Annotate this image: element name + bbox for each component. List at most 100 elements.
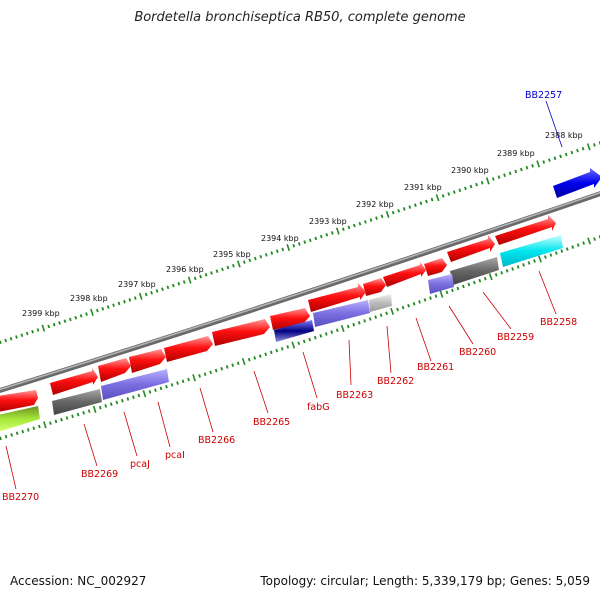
scale-label: 2389 kbp <box>497 149 535 158</box>
scale-tick <box>90 308 94 316</box>
scale-tick <box>63 319 67 323</box>
gene-bb2269-reverse[interactable] <box>52 389 102 415</box>
scale-tick <box>423 298 427 302</box>
scale-tick <box>375 216 378 220</box>
scale-tick <box>308 337 312 342</box>
scale-tick <box>303 240 307 244</box>
scale-tick <box>441 194 445 198</box>
gene-label[interactable]: BB2263 <box>336 390 373 401</box>
scale-tick <box>560 249 564 253</box>
scale-label: 2393 kbp <box>309 217 347 226</box>
scale-tick <box>464 186 467 191</box>
scale-tick <box>232 263 235 268</box>
gene-bb2263-reverse[interactable] <box>313 300 370 327</box>
scale-tick <box>369 218 373 222</box>
gene-label[interactable]: pcaI <box>165 450 185 461</box>
scale-tick <box>32 426 36 431</box>
gene-pcai-reverse[interactable] <box>101 369 169 400</box>
scale-tick <box>41 324 46 332</box>
gene-bb2270-forward[interactable] <box>0 390 38 412</box>
gene-forward[interactable] <box>363 278 386 296</box>
scale-tick <box>447 192 451 196</box>
scale-tick <box>242 260 246 264</box>
gene-forward[interactable] <box>50 368 98 395</box>
scale-tick <box>104 404 108 408</box>
scale-tick <box>43 421 47 429</box>
gene-forward[interactable] <box>383 262 426 287</box>
gene-label[interactable]: BB2261 <box>417 362 454 373</box>
gene-label[interactable]: BB2269 <box>81 469 118 480</box>
gene-bb2260-reverse[interactable] <box>428 274 454 294</box>
scale-tick <box>385 210 390 219</box>
scale-tick <box>38 424 41 429</box>
gene-forward[interactable] <box>129 349 166 373</box>
gene-forward[interactable] <box>308 283 366 312</box>
scale-tick <box>340 324 345 332</box>
gene-label[interactable]: BB2270 <box>2 492 39 503</box>
scale-tick <box>358 221 362 226</box>
gene-bb2258-forward[interactable] <box>495 215 556 245</box>
scale-labels: 2388 kbp 2389 kbp 2390 kbp 2391 kbp 2392… <box>22 131 583 318</box>
scale-tick <box>155 289 159 293</box>
scale-label: 2391 kbp <box>404 183 442 192</box>
scale-tick <box>357 320 361 325</box>
accession-label: Accession: NC_002927 <box>10 574 147 588</box>
gene-bb2270-reverse[interactable] <box>0 406 40 432</box>
forward-genes <box>0 215 556 412</box>
gene-forward[interactable] <box>164 336 213 362</box>
scale-tick <box>419 201 423 206</box>
gene-label[interactable]: fabG <box>307 402 330 413</box>
scale-tick <box>559 154 562 159</box>
scale-tick <box>182 280 186 284</box>
leader-lines <box>5 100 563 490</box>
gene-forward[interactable] <box>270 308 310 330</box>
scale-tick <box>413 203 417 207</box>
gene-label[interactable]: BB2265 <box>253 417 290 428</box>
scale-tick <box>214 368 218 373</box>
scale-label: 2399 kbp <box>22 309 60 318</box>
scale-tick <box>571 245 575 249</box>
scale-tick <box>187 377 190 382</box>
scale-tick <box>148 390 152 394</box>
gene-forward[interactable] <box>98 358 131 382</box>
gene-fabg-reverse[interactable] <box>274 320 314 342</box>
scale-tick <box>582 241 586 245</box>
scale-tick <box>170 383 174 387</box>
gene-label[interactable]: BB2257 <box>525 90 562 101</box>
gene-bb2259-forward[interactable] <box>447 235 495 262</box>
scale-tick <box>0 436 2 441</box>
gene-labels: BB2257 BB2258 BB2259 BB2260 BB2261 BB226… <box>2 90 577 503</box>
scale-tick <box>176 381 179 385</box>
gene-forward[interactable] <box>212 319 270 346</box>
scale-tick <box>237 260 241 268</box>
gene-label[interactable]: BB2260 <box>459 347 496 358</box>
gene-label[interactable]: BB2262 <box>377 376 414 387</box>
gene-bb2257[interactable] <box>553 168 600 198</box>
scale-tick <box>126 397 130 401</box>
scale-tick <box>92 405 97 413</box>
scale-tick <box>516 265 520 269</box>
scale-tick <box>270 251 274 255</box>
gene-forward[interactable] <box>424 258 447 276</box>
scale-tick <box>137 393 141 398</box>
scale-tick <box>536 160 541 168</box>
gene-label[interactable]: BB2259 <box>497 332 534 343</box>
scale-tick <box>209 370 212 375</box>
scale-tick <box>187 276 192 284</box>
scale-tick <box>123 299 126 304</box>
scale-tick <box>587 237 592 245</box>
gene-label[interactable]: BB2266 <box>198 435 235 446</box>
gene-label[interactable]: pcaJ <box>130 459 150 470</box>
scale-tick <box>347 225 351 230</box>
gene-bb2258-reverse[interactable] <box>500 235 563 267</box>
scale-tick <box>20 333 24 338</box>
scale-tick <box>458 188 462 193</box>
scale-label: 2397 kbp <box>118 280 156 289</box>
scale-tick <box>335 328 339 333</box>
scale-tick <box>430 197 434 202</box>
gene-label[interactable]: BB2258 <box>540 317 577 328</box>
scale-tick <box>330 330 334 334</box>
gene-bb2259-reverse[interactable] <box>450 257 499 285</box>
scale-tick <box>472 280 476 285</box>
gene-bb2262-reverse[interactable] <box>369 294 392 312</box>
